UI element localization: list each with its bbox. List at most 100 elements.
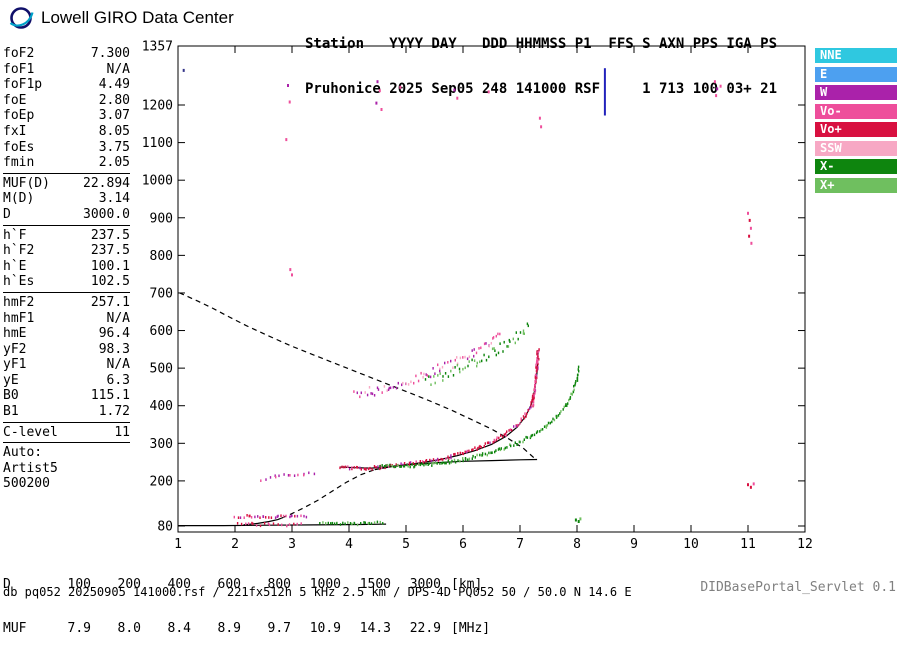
servlet-version: DIDBasePortal_Servlet 0.1 xyxy=(700,580,896,595)
param-label: foF1p xyxy=(3,77,43,93)
muf-value: 8.0 xyxy=(117,620,141,636)
trace-f-trace-o xyxy=(339,348,540,471)
trace-es-trace xyxy=(233,514,308,519)
trace-fmin-dots xyxy=(236,521,302,528)
param-row-hes: h`Es 102.5 xyxy=(3,274,130,290)
param-value: 1.72 xyxy=(98,404,130,420)
param-label: D xyxy=(3,206,11,222)
param-row-fof1p: foF1p 4.49 xyxy=(3,77,130,93)
distance-value: 200 xyxy=(117,577,141,592)
x-tick-label: 8 xyxy=(573,537,581,552)
y-tick-label: 500 xyxy=(150,362,173,377)
param-value: 100.1 xyxy=(90,258,130,274)
param-value: 11 xyxy=(114,424,130,440)
param-value: N/A xyxy=(106,61,130,77)
plot-frame xyxy=(177,45,806,533)
x-tick-label: 12 xyxy=(797,537,813,552)
param-label: yF1 xyxy=(3,357,27,373)
param-group: h`F 237.5 h`F2 237.5 h`E 100.1 h`Es 102.5 xyxy=(3,226,130,293)
param-value: 8.05 xyxy=(98,123,130,139)
param-row-foep: foEp 3.07 xyxy=(3,108,130,124)
param-label: hmF2 xyxy=(3,294,35,310)
param-row-ye: yE 6.3 xyxy=(3,373,130,389)
muf-label: MUF xyxy=(3,620,27,636)
distance-value: 800 xyxy=(267,577,291,592)
param-value: 6.3 xyxy=(106,372,130,388)
y-tick-label: 900 xyxy=(150,211,173,226)
param-row-md: M(D) 3.14 xyxy=(3,191,130,207)
x-tick-label: 4 xyxy=(345,537,353,552)
ionogram-plot: 8020030040050060070080090010001100120013… xyxy=(142,40,813,552)
param-value: 257.1 xyxy=(90,294,130,310)
param-label: yF2 xyxy=(3,341,27,357)
parameter-panel: foF2 7.300 foF1 N/A foF1p 4.49 foE 2.80 foEp 3.07… xyxy=(3,44,130,494)
param-label: Auto: xyxy=(3,445,43,461)
param-value: 2.80 xyxy=(98,92,130,108)
y-tick-label: 600 xyxy=(150,324,173,339)
logo-text: Lowell GIRO Data Center xyxy=(41,8,234,27)
axes: 8020030040050060070080090010001100120013… xyxy=(142,40,813,552)
param-row-clevel: C-level 11 xyxy=(3,425,130,441)
muf-value: 8.4 xyxy=(167,620,191,636)
param-value: 115.1 xyxy=(90,388,130,404)
distance-label: D xyxy=(3,577,11,592)
param-label: foEs xyxy=(3,139,35,155)
echo-direction-legend: NNE E W Vo- Vo+ SSW X- X+ xyxy=(815,48,897,196)
muf-value: 22.9 xyxy=(409,620,441,636)
param-label: MUF(D) xyxy=(3,175,50,191)
y-tick-label: 700 xyxy=(150,286,173,301)
muf-row: MUF 7.9 8.0 8.4 8.9 9.7 10.9 14.3 22.9 [MHz] xyxy=(3,620,491,637)
x-tick-label: 3 xyxy=(288,537,296,552)
param-value: 2.05 xyxy=(98,155,130,171)
muf-unit: [MHz] xyxy=(451,620,491,636)
param-value: 22.894 xyxy=(83,175,130,191)
distance-unit: [km] xyxy=(451,577,483,592)
param-group: C-level 11 xyxy=(3,423,130,444)
param-row-hmf2: hmF2 257.1 xyxy=(3,295,130,311)
param-value: 3000.0 xyxy=(83,206,130,222)
param-row-fof1: foF1 N/A xyxy=(3,62,130,78)
y-tick-label: 400 xyxy=(150,399,173,414)
x-tick-label: 6 xyxy=(459,537,467,552)
param-label: foEp xyxy=(3,108,35,124)
param-value: 4.49 xyxy=(98,77,130,93)
muf-value: 7.9 xyxy=(67,620,91,636)
distance-row: D 100 200 400 600 800 1000 1500 3000 [km] xyxy=(3,577,490,593)
giro-globe-icon xyxy=(9,7,34,29)
legend-item-w: W xyxy=(815,85,897,100)
x-tick-label: 10 xyxy=(683,537,699,552)
param-value: 3.75 xyxy=(98,139,130,155)
param-row-yf2: yF2 98.3 xyxy=(3,342,130,358)
param-row-auto: Auto: xyxy=(3,445,130,461)
distance-value: 1000 xyxy=(309,577,341,592)
param-row-hf: h`F 237.5 xyxy=(3,228,130,244)
param-value: 237.5 xyxy=(90,227,130,243)
x-tick-label: 9 xyxy=(630,537,638,552)
trace-second-trace-x xyxy=(424,322,529,386)
param-value: 98.3 xyxy=(98,341,130,357)
param-label: h`Es xyxy=(3,274,35,290)
y-tick-label: 1200 xyxy=(142,99,173,114)
param-label: C-level xyxy=(3,424,58,440)
legend-item-ssw: SSW xyxy=(815,140,897,156)
distance-value: 1500 xyxy=(359,577,391,592)
param-row-fof2: foF2 7.300 xyxy=(3,46,130,62)
param-label: Artist5 xyxy=(3,460,58,476)
distance-value: 600 xyxy=(217,577,241,592)
param-value: 3.14 xyxy=(98,191,130,207)
header-column-labels: Station YYYY DAY DDD HHMMSS P1 FFS S AXN… xyxy=(305,36,778,52)
muf-value: 10.9 xyxy=(309,620,341,636)
noise-dots xyxy=(182,68,755,523)
param-value: 7.300 xyxy=(90,46,130,61)
distance-value: 3000 xyxy=(409,577,441,592)
param-row-foe: foE 2.80 xyxy=(3,93,130,109)
param-row-d: D 3000.0 xyxy=(3,207,130,223)
legend-item-x: X+ xyxy=(815,177,897,193)
x-tick-label: 1 xyxy=(174,537,182,552)
param-value: N/A xyxy=(106,357,130,373)
y-tick-label: 80 xyxy=(157,520,173,535)
param-group: foF2 7.300 foF1 N/A foF1p 4.49 foE 2.80 foEp 3.07… xyxy=(3,44,130,174)
muf-value: 8.9 xyxy=(217,620,241,636)
param-row-he: h`E 100.1 xyxy=(3,259,130,275)
trace-es-trace-upper xyxy=(260,471,316,482)
